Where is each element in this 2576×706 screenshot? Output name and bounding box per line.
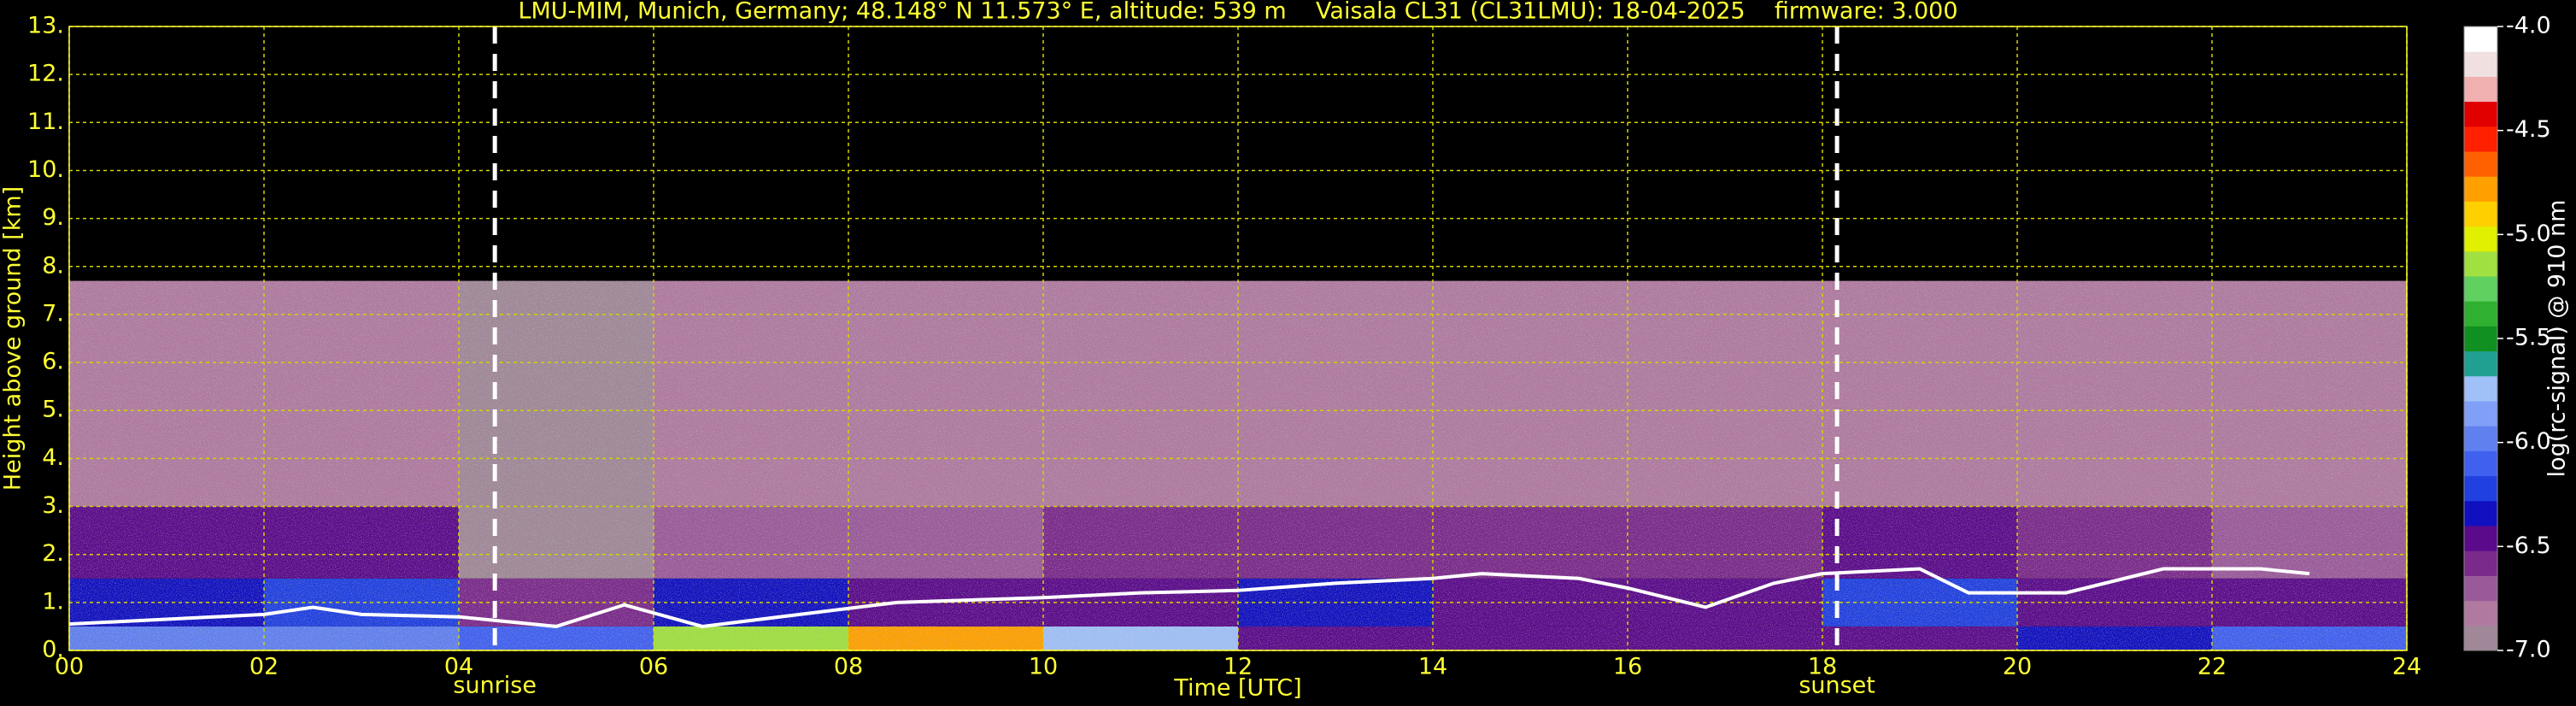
colorbar-tick-label: -4.5 (2506, 116, 2551, 143)
colorbar-swatch (2464, 475, 2497, 502)
x-tick-label: 20 (2003, 654, 2032, 680)
colorbar-swatch (2464, 600, 2497, 627)
colorbar-swatch (2464, 575, 2497, 602)
colorbar-tick-label: -6.5 (2506, 532, 2551, 559)
x-tick-label: 06 (639, 654, 668, 680)
y-tick-label: 6. (42, 349, 64, 375)
plot-frame (68, 26, 2408, 651)
y-tick-label: 9. (42, 204, 64, 231)
colorbar-label: log(rc-signal) @ 910 nm (2544, 200, 2571, 478)
colorbar-swatch (2464, 176, 2497, 202)
colorbar-swatch (2464, 126, 2497, 152)
y-tick-label: 0. (42, 637, 64, 663)
colorbar-tick-label: -7.0 (2506, 637, 2551, 663)
x-tick-label: 12 (1223, 654, 1253, 680)
y-tick-label: 2. (42, 540, 64, 567)
colorbar-swatch (2464, 276, 2497, 302)
chart-title: LMU-MIM, Munich, Germany; 48.148° N 11.5… (518, 0, 1957, 25)
y-tick-label: 12. (27, 61, 64, 87)
colorbar-swatch (2464, 450, 2497, 477)
x-tick-label: 14 (1418, 654, 1447, 680)
colorbar-swatch (2464, 625, 2497, 651)
y-tick-label: 7. (42, 300, 64, 327)
y-tick-label: 13. (27, 13, 64, 39)
x-tick-label: 10 (1029, 654, 1058, 680)
colorbar-swatch (2464, 226, 2497, 252)
annotation-label: sunrise (453, 673, 537, 699)
x-tick-label: 18 (1808, 654, 1837, 680)
colorbar-swatch (2464, 76, 2497, 103)
y-axis-label: Height above ground [km] (0, 186, 26, 491)
colorbar-swatch (2464, 250, 2497, 277)
y-tick-label: 8. (42, 252, 64, 279)
colorbar-swatch (2464, 426, 2497, 451)
colorbar-tick-label: -6.0 (2506, 428, 2551, 455)
x-tick-label: 22 (2198, 654, 2227, 680)
colorbar-swatch (2464, 151, 2497, 177)
x-tick-label: 08 (834, 654, 863, 680)
colorbar-swatch (2464, 401, 2497, 427)
colorbar-swatch (2464, 526, 2497, 551)
layer-line (68, 567, 2310, 628)
x-axis-label: Time [UTC] (1173, 675, 1301, 702)
colorbar-tick-label: -5.5 (2506, 325, 2551, 351)
colorbar-swatch (2464, 350, 2497, 377)
colorbar-swatch (2464, 51, 2497, 77)
y-tick-label: 11. (27, 109, 64, 135)
colorbar-swatch (2464, 375, 2497, 402)
x-tick-label: 04 (444, 654, 473, 680)
y-tick-label: 4. (42, 444, 64, 471)
colorbar-swatch (2464, 500, 2497, 527)
colorbar-swatch (2464, 550, 2497, 576)
x-tick-label: 16 (1613, 654, 1642, 680)
colorbar-tick-label: -5.0 (2506, 221, 2551, 247)
colorbar-swatch (2464, 201, 2497, 227)
y-tick-label: 3. (42, 492, 64, 519)
colorbar-swatch (2464, 326, 2497, 352)
x-tick-label: 00 (55, 654, 84, 680)
y-tick-label: 10. (27, 156, 64, 183)
x-tick-label: 24 (2392, 654, 2421, 680)
colorbar-swatch (2464, 26, 2497, 52)
colorbar-swatch (2464, 101, 2497, 127)
y-tick-label: 5. (42, 397, 64, 423)
colorbar-tick-label: -4.0 (2506, 13, 2551, 39)
y-tick-label: 1. (42, 588, 64, 615)
colorbar-swatch (2464, 301, 2497, 327)
x-tick-label: 02 (249, 654, 279, 680)
annotation-label: sunset (1799, 673, 1875, 699)
